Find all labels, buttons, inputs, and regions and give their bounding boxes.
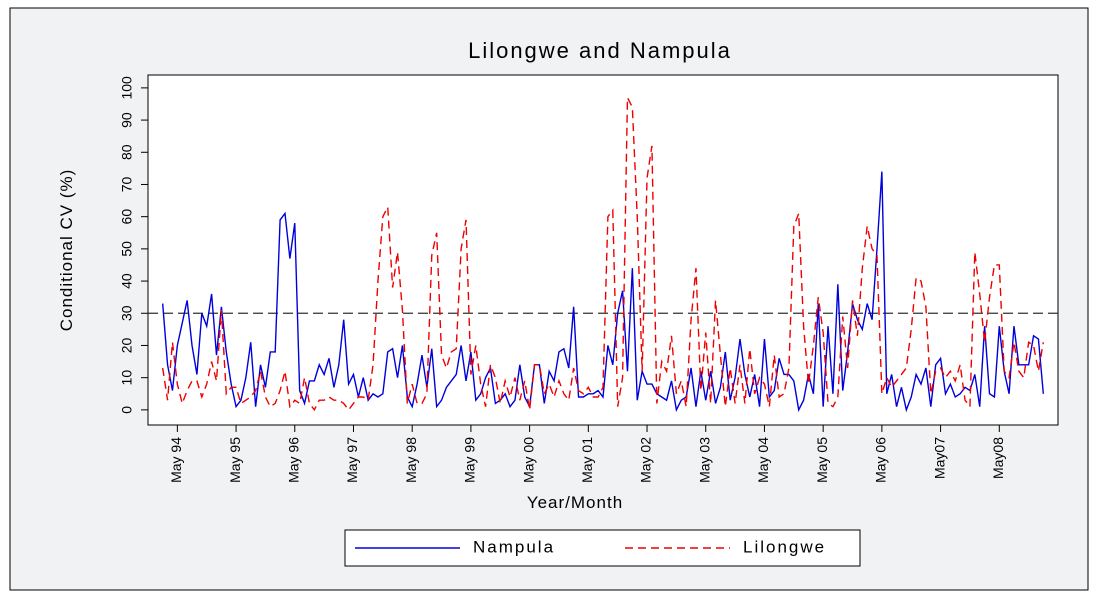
y-tick-label: 80 bbox=[119, 144, 135, 160]
x-tick-label: May 94 bbox=[168, 437, 184, 483]
x-tick-label: May07 bbox=[931, 437, 947, 479]
x-tick-label: May 99 bbox=[462, 437, 478, 483]
legend-label: Nampula bbox=[473, 537, 555, 556]
x-tick-label: May 98 bbox=[403, 437, 419, 483]
x-tick-label: May08 bbox=[990, 437, 1006, 479]
x-tick-label: May 05 bbox=[814, 437, 830, 483]
x-tick-label: May 96 bbox=[285, 437, 301, 483]
y-tick-label: 10 bbox=[119, 370, 135, 386]
x-tick-label: May 97 bbox=[344, 437, 360, 483]
y-tick-label: 50 bbox=[119, 241, 135, 257]
x-axis-title: Year/Month bbox=[527, 493, 623, 512]
y-tick-label: 100 bbox=[119, 76, 135, 100]
y-tick-label: 60 bbox=[119, 209, 135, 225]
x-tick-label: May 00 bbox=[520, 437, 536, 483]
x-tick-label: May 01 bbox=[579, 437, 595, 483]
x-tick-label: May 02 bbox=[638, 437, 654, 483]
y-tick-label: 40 bbox=[119, 273, 135, 289]
x-tick-label: May 95 bbox=[227, 437, 243, 483]
y-tick-label: 70 bbox=[119, 176, 135, 192]
y-tick-label: 90 bbox=[119, 112, 135, 128]
y-tick-label: 0 bbox=[119, 406, 135, 414]
y-tick-label: 20 bbox=[119, 337, 135, 353]
series-line bbox=[161, 97, 1045, 412]
y-axis-title: Conditional CV (%) bbox=[57, 169, 76, 332]
y-tick-label: 30 bbox=[119, 305, 135, 321]
chart-title: Lilongwe and Nampula bbox=[468, 38, 732, 63]
x-tick-label: May 04 bbox=[755, 437, 771, 483]
x-tick-label: May 06 bbox=[873, 437, 889, 483]
legend-label: Lilongwe bbox=[743, 537, 826, 556]
x-tick-label: May 03 bbox=[696, 437, 712, 483]
series-line bbox=[161, 171, 1045, 413]
